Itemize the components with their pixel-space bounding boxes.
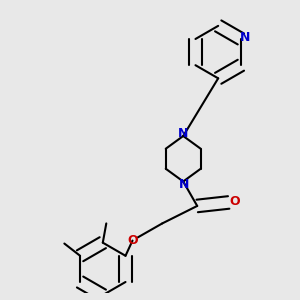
Text: O: O: [229, 195, 240, 208]
Text: O: O: [127, 234, 138, 247]
Text: N: N: [178, 127, 188, 140]
Text: N: N: [240, 31, 250, 44]
Text: N: N: [179, 178, 189, 191]
